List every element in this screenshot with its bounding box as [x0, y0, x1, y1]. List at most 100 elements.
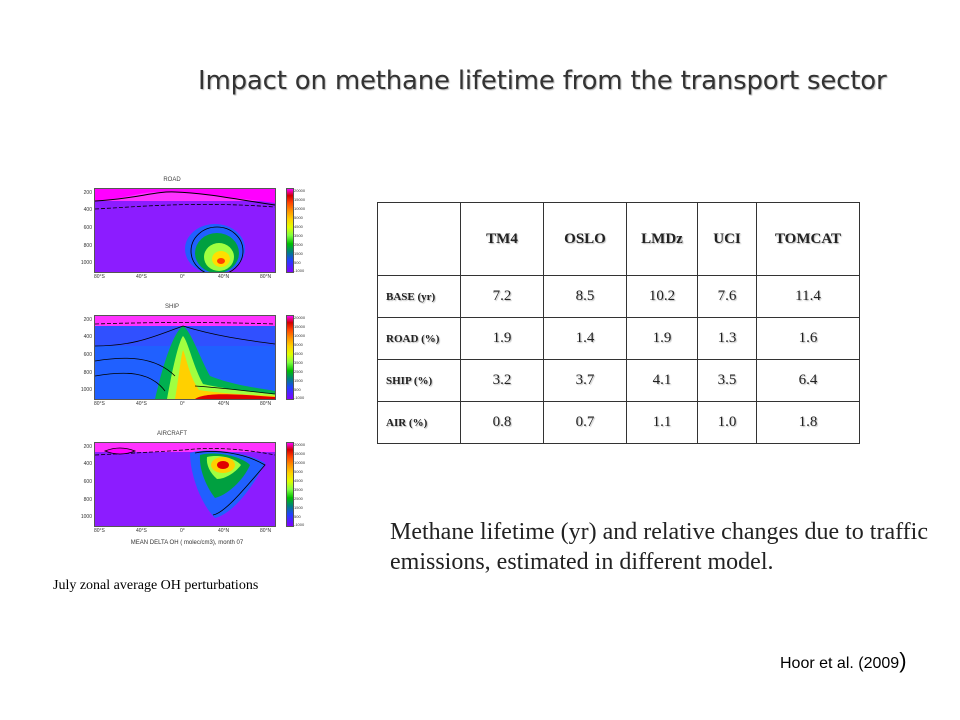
- colorbar: [286, 442, 294, 527]
- y-tick: 600: [83, 352, 92, 358]
- table-header-row: TM4 OSLO LMDz UCI TOMCAT: [377, 202, 860, 276]
- x-tick: 80°N: [260, 274, 272, 280]
- y-tick: 600: [83, 479, 92, 485]
- table-row: ROAD (%) 1.9 1.4 1.9 1.3 1.6: [377, 317, 860, 360]
- x-tick: 0°: [180, 274, 185, 280]
- table-cell: 8.5: [543, 275, 627, 318]
- x-tick: 0°: [180, 401, 185, 407]
- colorbar-tick: 500: [294, 260, 301, 265]
- colorbar-tick: 10000: [294, 206, 306, 211]
- colorbar-tick: 2500: [294, 496, 303, 501]
- panel-title: ROAD: [163, 177, 181, 183]
- colorbar-tick: -1000: [294, 395, 305, 400]
- table-row: BASE (yr) 7.2 8.5 10.2 7.6 11.4: [377, 275, 860, 318]
- table-header-cell: LMDz: [626, 202, 698, 276]
- colorbar-tick: 1500: [294, 251, 303, 256]
- panel-title: SHIP: [164, 304, 179, 310]
- x-tick: 80°N: [260, 401, 272, 407]
- citation: Hoor et al. (2009): [780, 648, 907, 674]
- x-tick: 40°N: [218, 274, 230, 280]
- table-cell: 1.9: [460, 317, 544, 360]
- table-cell: 10.2: [626, 275, 698, 318]
- ship-contour-panel: SHIP 200 400 600 800 1000 80°S 40°S 0° 4…: [72, 304, 306, 425]
- table-cell: 1.6: [756, 317, 860, 360]
- table-cell: 1.8: [756, 401, 860, 444]
- y-axis: 200 400 600 800 1000: [72, 442, 92, 525]
- y-tick: 200: [83, 444, 92, 450]
- x-tick: 80°S: [94, 401, 105, 407]
- table-cell: 6.4: [756, 359, 860, 402]
- table-cell: 1.0: [697, 401, 757, 444]
- colorbar-tick: 4500: [294, 351, 303, 356]
- colorbar-tick: -1000: [294, 522, 305, 527]
- colorbar-tick: 1500: [294, 505, 303, 510]
- table-cell: 7.2: [460, 275, 544, 318]
- panel-title: AIRCRAFT: [157, 431, 187, 437]
- table-cell: 3.2: [460, 359, 544, 402]
- colorbar-tick: 4500: [294, 478, 303, 483]
- colorbar-tick: 5000: [294, 342, 303, 347]
- y-tick: 1000: [80, 387, 92, 393]
- y-axis: 200 400 600 800 1000: [72, 188, 92, 271]
- y-tick: 400: [83, 461, 92, 467]
- y-tick: 800: [83, 370, 92, 376]
- colorbar: [286, 188, 294, 273]
- colorbar-tick: 3500: [294, 360, 303, 365]
- road-contour-panel: ROAD 200 400 600 800 1000 80°S 40°S 0° 4…: [72, 177, 306, 298]
- colorbar-tick: 10000: [294, 460, 306, 465]
- table-header-cell: TOMCAT: [756, 202, 860, 276]
- y-tick: 400: [83, 334, 92, 340]
- x-tick: 80°N: [260, 528, 272, 534]
- x-tick: 80°S: [94, 274, 105, 280]
- colorbar-tick: 2500: [294, 242, 303, 247]
- colorbar-tick: 3500: [294, 487, 303, 492]
- y-tick: 800: [83, 497, 92, 503]
- row-label: BASE (yr): [377, 275, 461, 318]
- table-cell: 1.4: [543, 317, 627, 360]
- colorbar-tick: 5000: [294, 469, 303, 474]
- colorbar: [286, 315, 294, 400]
- colorbar-tick: 20000: [294, 315, 306, 320]
- table-header-cell: [377, 202, 461, 276]
- methane-lifetime-table: TM4 OSLO LMDz UCI TOMCAT BASE (yr) 7.2 8…: [377, 202, 860, 444]
- colorbar-tick: 20000: [294, 442, 306, 447]
- x-tick: 80°S: [94, 528, 105, 534]
- table-cell: 1.3: [697, 317, 757, 360]
- x-tick: 40°N: [218, 528, 230, 534]
- citation-text: Hoor et al. (2009: [780, 655, 900, 672]
- y-tick: 200: [83, 317, 92, 323]
- y-tick: 200: [83, 190, 92, 196]
- y-tick: 1000: [80, 260, 92, 266]
- slide-title: Impact on methane lifetime from the tran…: [198, 66, 887, 96]
- colorbar-tick: 4500: [294, 224, 303, 229]
- table-cell: 3.5: [697, 359, 757, 402]
- table-header-cell: OSLO: [543, 202, 627, 276]
- colorbar-tick: 3500: [294, 233, 303, 238]
- contour-plot: [94, 315, 276, 400]
- table-cell: 0.8: [460, 401, 544, 444]
- x-tick: 40°S: [136, 274, 147, 280]
- colorbar-tick: 500: [294, 387, 301, 392]
- table-description: Methane lifetime (yr) and relative chang…: [390, 519, 928, 575]
- colorbar-tick: 1500: [294, 378, 303, 383]
- colorbar-tick: 15000: [294, 324, 306, 329]
- y-axis: 200 400 600 800 1000: [72, 315, 92, 398]
- contour-plot: [94, 188, 276, 273]
- table-cell: 3.7: [543, 359, 627, 402]
- row-label: ROAD (%): [377, 317, 461, 360]
- y-tick: 1000: [80, 514, 92, 520]
- x-tick: 40°N: [218, 401, 230, 407]
- table-row: SHIP (%) 3.2 3.7 4.1 3.5 6.4: [377, 359, 860, 402]
- table-row: AIR (%) 0.8 0.7 1.1 1.0 1.8: [377, 401, 860, 444]
- citation-paren: ): [899, 648, 907, 673]
- x-tick: 40°S: [136, 528, 147, 534]
- table-header-cell: UCI: [697, 202, 757, 276]
- x-tick: 40°S: [136, 401, 147, 407]
- table-cell: 11.4: [756, 275, 860, 318]
- row-label: SHIP (%): [377, 359, 461, 402]
- table-cell: 0.7: [543, 401, 627, 444]
- contour-plot: [94, 442, 276, 527]
- colorbar-tick: 5000: [294, 215, 303, 220]
- colorbar-tick: 15000: [294, 451, 306, 456]
- colorbar-tick: 2500: [294, 369, 303, 374]
